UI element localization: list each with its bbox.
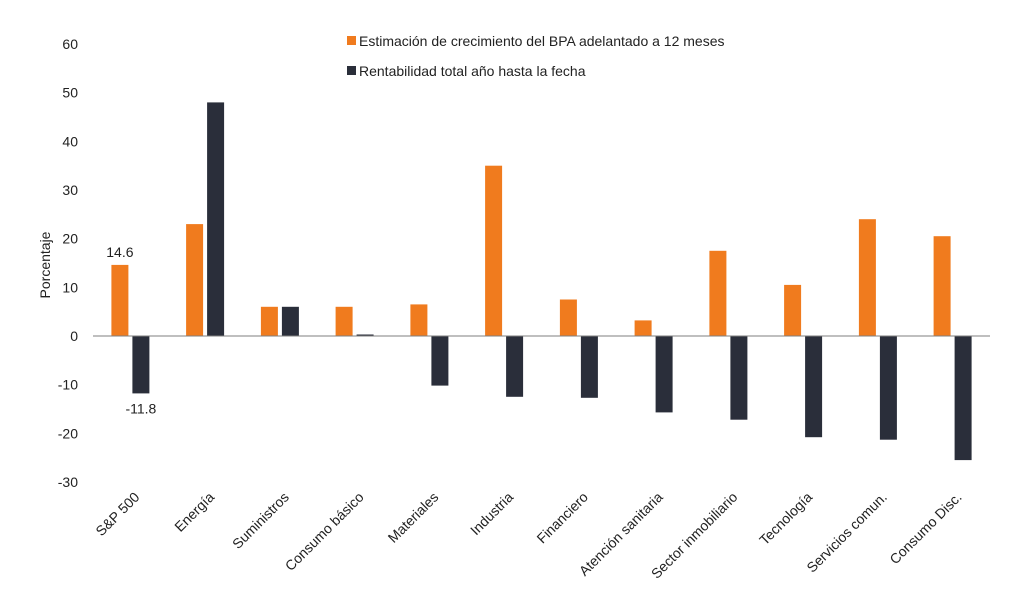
y-tick-label: 10 — [62, 279, 78, 295]
y-tick-label: -10 — [58, 377, 78, 393]
data-label: 14.6 — [106, 244, 133, 260]
legend-swatch-ytd-total-return — [347, 66, 356, 75]
x-category-label: Tecnología — [756, 489, 815, 548]
bar-forward-eps-growth — [858, 219, 876, 336]
bar-ytd-total-return — [356, 334, 374, 336]
bar-forward-eps-growth — [485, 165, 503, 336]
x-category-label: Financiero — [533, 489, 591, 547]
x-category-label: Industria — [467, 489, 516, 538]
y-tick-label: 0 — [70, 328, 78, 344]
legend-label-ytd-total-return: Rentabilidad total año hasta la fecha — [359, 63, 586, 79]
bar-forward-eps-growth — [933, 236, 951, 336]
x-category-label: Materiales — [385, 489, 442, 546]
legend-label-forward-eps-growth: Estimación de crecimiento del BPA adelan… — [359, 33, 725, 49]
bar-ytd-total-return — [730, 336, 748, 420]
legend-swatch-forward-eps-growth — [347, 36, 356, 45]
x-category-label: Consumo básico — [282, 489, 367, 574]
bar-forward-eps-growth — [784, 284, 802, 336]
y-tick-label: -30 — [58, 474, 78, 490]
bar-ytd-total-return — [281, 306, 299, 336]
bar-ytd-total-return — [954, 336, 972, 461]
y-tick-label: 20 — [62, 231, 78, 247]
bar-ytd-total-return — [879, 336, 897, 440]
x-category-label: S&P 500 — [92, 489, 142, 539]
bar-forward-eps-growth — [335, 306, 353, 336]
bar-ytd-total-return — [655, 336, 673, 413]
bar-forward-eps-growth — [634, 320, 652, 336]
bar-ytd-total-return — [431, 336, 449, 386]
x-category-label: Servicios comun. — [803, 489, 890, 576]
y-tick-label: 60 — [62, 36, 78, 52]
bar-ytd-total-return — [580, 336, 598, 398]
x-category-label: Energía — [171, 489, 217, 535]
bar-forward-eps-growth — [559, 299, 577, 336]
bar-ytd-total-return — [207, 102, 225, 337]
bar-forward-eps-growth — [111, 264, 129, 336]
bars — [111, 102, 972, 461]
y-tick-label: 40 — [62, 133, 78, 149]
x-category-label: Consumo Disc. — [886, 489, 964, 567]
y-tick-label: -20 — [58, 425, 78, 441]
bar-forward-eps-growth — [410, 304, 428, 336]
y-tick-label: 50 — [62, 85, 78, 101]
legend: Estimación de crecimiento del BPA adelan… — [347, 33, 725, 79]
bar-ytd-total-return — [132, 336, 150, 394]
bar-forward-eps-growth — [186, 224, 204, 336]
bar-forward-eps-growth — [260, 306, 278, 336]
bar-ytd-total-return — [506, 336, 524, 397]
data-label: -11.8 — [125, 400, 156, 416]
y-tick-label: 30 — [62, 182, 78, 198]
x-category-label: Suministros — [229, 489, 292, 552]
bar-ytd-total-return — [805, 336, 823, 438]
y-axis-ticks: 60 50 40 30 20 10 0 -10 -20 -30 — [58, 36, 78, 490]
bar-forward-eps-growth — [709, 250, 727, 336]
data-labels: 14.6 -11.8 — [106, 244, 156, 417]
y-axis-title: Porcentaje — [37, 231, 53, 298]
